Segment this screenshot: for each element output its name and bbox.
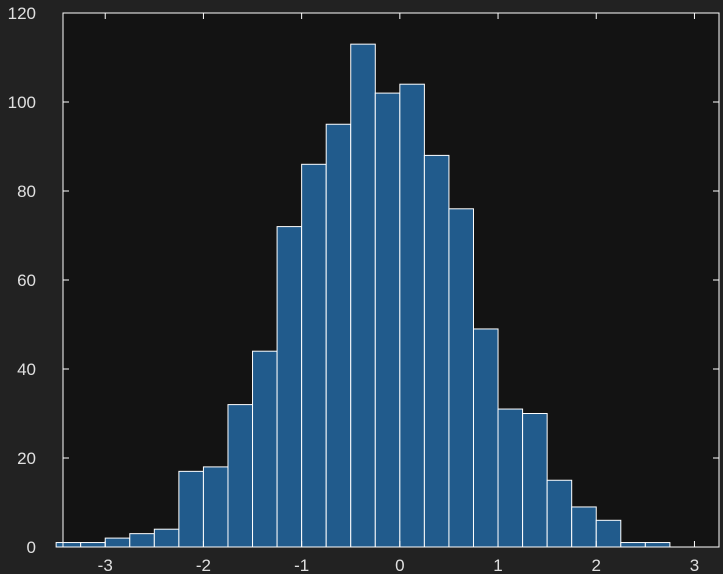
histogram-bar-20 bbox=[546, 479, 573, 548]
histogram-bar-18 bbox=[497, 408, 524, 548]
bars-group bbox=[55, 43, 671, 548]
histogram-bar-23 bbox=[620, 542, 646, 548]
x-tick-label: -2 bbox=[196, 556, 211, 574]
histogram-bar-22 bbox=[595, 519, 622, 548]
histogram-bar-10 bbox=[301, 163, 327, 548]
histogram-bar-13 bbox=[374, 92, 401, 548]
histogram-bar-19 bbox=[522, 413, 548, 548]
histogram-bar-0 bbox=[55, 542, 82, 548]
histogram-bar-5 bbox=[178, 470, 204, 548]
y-tick-label: 80 bbox=[17, 182, 36, 201]
y-tick-label: 120 bbox=[8, 4, 36, 23]
x-tick-label: 2 bbox=[592, 556, 601, 574]
y-tick-label: 20 bbox=[17, 449, 36, 468]
y-tick-label: 0 bbox=[27, 538, 36, 557]
histogram-bar-16 bbox=[448, 208, 474, 548]
histogram-bar-15 bbox=[423, 154, 450, 548]
y-tick-label: 40 bbox=[17, 360, 36, 379]
histogram-bar-3 bbox=[129, 533, 155, 548]
histogram-bar-12 bbox=[350, 43, 376, 548]
histogram-bar-14 bbox=[399, 83, 425, 548]
histogram-bar-9 bbox=[276, 226, 303, 548]
histogram-bar-17 bbox=[472, 328, 499, 548]
x-tick-label: -1 bbox=[294, 556, 309, 574]
histogram-bar-2 bbox=[104, 537, 131, 548]
axes-group: -3 -2 -1 0 1 2 3 0 20 40 60 80 100 120 bbox=[8, 4, 720, 574]
x-tick-label: 0 bbox=[395, 556, 404, 574]
y-tick-label: 60 bbox=[17, 271, 36, 290]
histogram-bar-21 bbox=[571, 506, 597, 548]
histogram-bar-11 bbox=[325, 123, 352, 548]
histogram-bar-8 bbox=[252, 350, 278, 548]
histogram-bar-7 bbox=[227, 404, 254, 548]
x-tick-label: 3 bbox=[690, 556, 699, 574]
x-tick-label: -3 bbox=[98, 556, 113, 574]
y-tick-label: 100 bbox=[8, 93, 36, 112]
x-tick-label: 1 bbox=[493, 556, 502, 574]
histogram-bar-1 bbox=[80, 542, 106, 548]
histogram-bar-24 bbox=[644, 542, 671, 548]
histogram-bar-4 bbox=[153, 528, 180, 548]
histogram-bar-6 bbox=[202, 466, 229, 548]
